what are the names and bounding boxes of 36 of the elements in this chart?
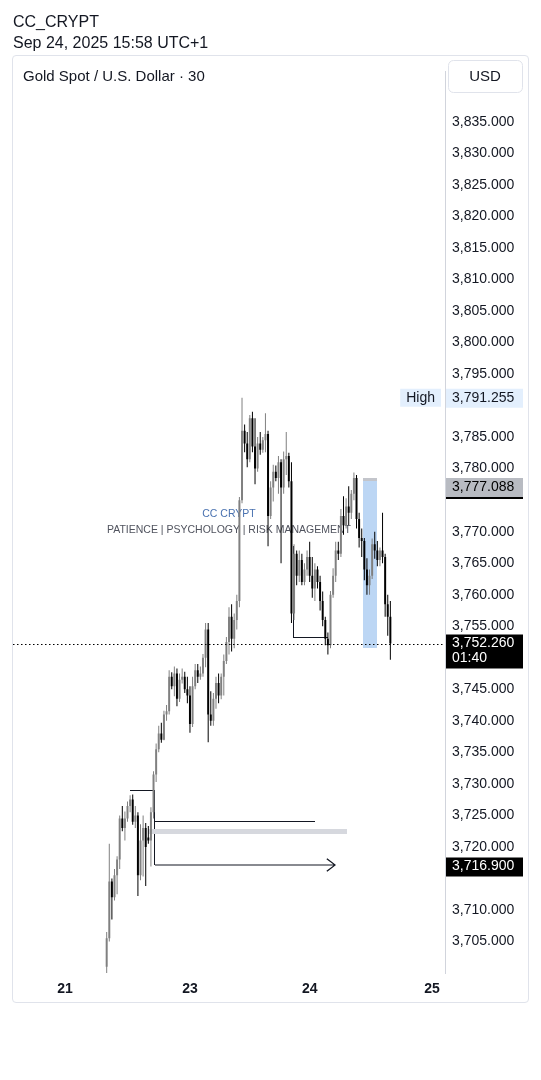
y-tick-label: 3,755.000 [452, 617, 515, 634]
ref-line-label: 3,752.260 01:40 [452, 634, 515, 666]
y-tick-label: 3,725.000 [452, 806, 515, 823]
y-tick-label: 3,745.000 [452, 680, 515, 697]
text: 3,777.088 [452, 477, 515, 494]
y-tick-label: 3,800.000 [452, 333, 515, 350]
y-tick-label: 3,765.000 [452, 554, 515, 571]
text: 3,791.255 [452, 388, 515, 405]
y-tick-label: 3,825.000 [452, 175, 515, 192]
x-tick-label: 24 [301, 980, 318, 997]
y-tick-label: 3,795.000 [452, 364, 515, 381]
x-tick-label: 21 [57, 980, 74, 997]
y-tick-label: 3,720.000 [452, 837, 515, 854]
y-tick-label: 3,730.000 [452, 774, 515, 791]
annotation: High [406, 388, 435, 405]
y-tick-label: 3,770.000 [452, 522, 515, 539]
chart-title: Gold Spot / U.S. Dollar · 30 [23, 67, 205, 85]
y-tick-label: 3,710.000 [452, 900, 515, 917]
x-tick-label: 23 [182, 980, 198, 997]
y-tick-label: 3,805.000 [452, 301, 515, 318]
y-tick-label: 3,735.000 [452, 743, 515, 760]
y-tick-label: 3,830.000 [452, 144, 515, 161]
y-tick-label: 3,815.000 [452, 238, 515, 255]
y-tick-label: 3,835.000 [452, 112, 515, 129]
y-tick-label: 3,705.000 [452, 932, 515, 949]
y-tick-label: 3,810.000 [452, 270, 515, 287]
y-axis-title: USD [469, 67, 501, 85]
y-tick-label: 3,780.000 [452, 459, 515, 476]
text: CC_CRYPT [13, 12, 100, 32]
y-tick-label: 3,820.000 [452, 207, 515, 224]
y-tick-label: 3,740.000 [452, 711, 515, 728]
text: 3,716.900 [452, 857, 515, 874]
text: Sep 24, 2025 15:58 UTC+1 [13, 33, 209, 53]
y-tick-label: 3,785.000 [452, 427, 515, 444]
y-tick-label: 3,760.000 [452, 585, 515, 602]
x-tick-label: 25 [424, 980, 440, 997]
